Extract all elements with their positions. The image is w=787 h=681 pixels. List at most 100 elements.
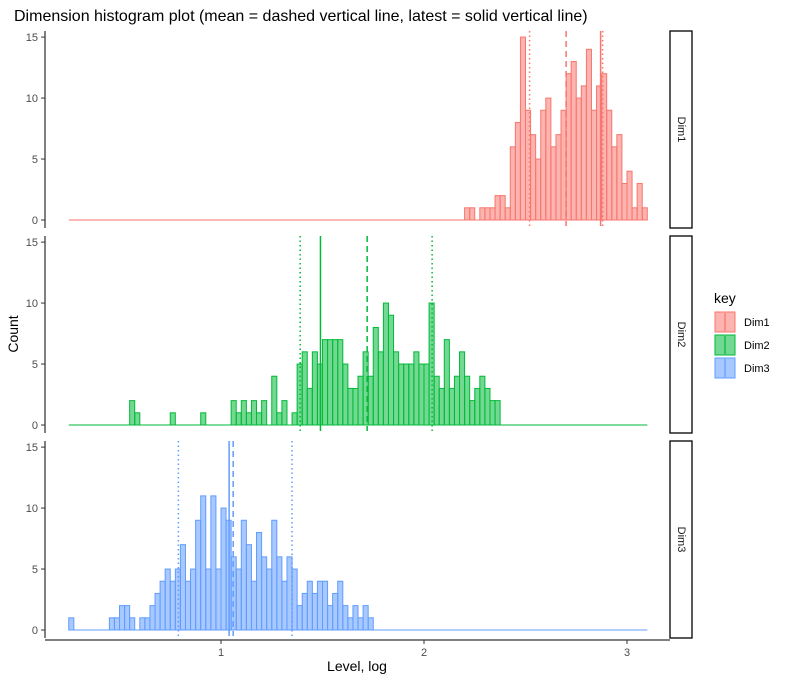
y-tick-label: 10 <box>26 298 38 310</box>
facet-strip-dim1 <box>669 30 693 229</box>
histogram-bar <box>565 73 572 221</box>
histogram-bar <box>504 207 511 221</box>
histogram-bar <box>184 580 192 631</box>
histogram-bar <box>205 568 212 631</box>
histogram-bar <box>387 314 395 426</box>
histogram-bar <box>322 339 329 426</box>
histogram-bar <box>606 109 613 221</box>
histogram-bar <box>134 412 141 426</box>
histogram-bar <box>514 121 521 221</box>
histogram-bar <box>433 375 440 426</box>
histogram-bar <box>611 146 618 221</box>
histogram-bar <box>271 519 278 631</box>
histogram-bar <box>403 363 410 426</box>
histogram-bar <box>590 109 598 221</box>
histogram-bar <box>200 495 207 631</box>
histogram-bar <box>372 326 379 426</box>
histogram-bar <box>438 387 445 426</box>
x-tick-label: 1 <box>218 647 224 659</box>
histogram-bar <box>149 605 156 631</box>
histogram-bar <box>113 617 121 631</box>
legend-label-dim1: Dim1 <box>744 317 770 329</box>
y-tick-label: 0 <box>32 420 38 432</box>
histogram-bar <box>428 302 435 426</box>
y-tick-label: 15 <box>26 32 38 44</box>
histogram-bar <box>164 568 171 631</box>
histogram-bar <box>291 412 298 426</box>
facet-panels: 0 5 10 15 Dim1 0 5 10 15 Dim2 0 5 10 15 Dim3 <box>26 30 693 639</box>
histogram-bar <box>545 97 552 221</box>
histogram-bar <box>235 412 242 426</box>
histogram-bar <box>240 519 247 631</box>
y-tick-label: 10 <box>26 93 38 105</box>
histogram-bar <box>469 400 476 426</box>
histogram-bar <box>479 375 486 426</box>
histogram-bar <box>621 182 628 221</box>
y-tick-label: 0 <box>32 625 38 637</box>
histogram-bar <box>570 60 577 221</box>
histogram-bar <box>560 109 567 221</box>
histogram-bar <box>393 351 400 426</box>
histogram-bar <box>250 400 258 426</box>
histogram-bar <box>215 568 222 631</box>
facet-strip-label: Dim1 <box>675 117 687 143</box>
facet-strip-dim3 <box>669 440 693 639</box>
histogram-bar <box>347 387 354 426</box>
histogram-bar <box>337 580 344 631</box>
histogram-bar <box>108 617 115 631</box>
histogram-bar <box>494 195 501 221</box>
y-tick-label: 5 <box>32 154 38 166</box>
chart-title: Dimension histogram plot (mean = dashed … <box>14 8 588 25</box>
histogram-bar <box>377 351 384 426</box>
histogram-bar <box>169 412 176 426</box>
histogram-bar <box>540 109 547 221</box>
histogram-bar <box>240 400 247 426</box>
histogram-bar <box>276 412 283 426</box>
histogram-bar <box>509 146 516 221</box>
panel-dim2: 0 5 10 15 Dim2 <box>26 235 693 434</box>
histogram-bar <box>357 617 364 631</box>
histogram-bar <box>469 207 476 221</box>
histogram-bar <box>301 351 308 426</box>
histogram-bar <box>479 207 486 221</box>
histogram-bar <box>489 400 496 426</box>
histogram-bar <box>575 97 582 221</box>
histogram-bar <box>306 580 313 631</box>
histogram-bar <box>332 592 339 631</box>
histogram-bar <box>195 519 202 631</box>
facet-strip-label: Dim3 <box>675 527 687 553</box>
histogram-bar <box>144 617 151 631</box>
histogram-bar <box>250 580 258 631</box>
y-tick-label: 5 <box>32 564 38 576</box>
histogram-bar <box>327 605 334 631</box>
panel-dim3: 0 5 10 15 Dim3 <box>26 440 693 639</box>
histogram-bar <box>332 339 339 426</box>
legend: key Dim1 Dim2 Dim3 <box>714 290 770 379</box>
histogram-bar <box>291 568 298 631</box>
histogram-bar <box>413 351 420 426</box>
histogram-bar <box>580 85 587 221</box>
histogram-bar <box>636 182 643 221</box>
histogram-bar <box>245 412 252 426</box>
histogram-bar <box>286 556 293 631</box>
histogram-bar <box>230 400 237 426</box>
histogram-bar <box>464 207 471 221</box>
histogram-bar <box>296 605 303 631</box>
histogram-bar <box>276 556 283 631</box>
histogram-bar <box>448 387 455 426</box>
histogram-bar <box>154 592 161 631</box>
histogram-bar <box>119 605 126 631</box>
histogram-bar <box>464 375 471 426</box>
histogram-bar <box>256 531 263 631</box>
histogram-bar <box>311 592 318 631</box>
histogram-bar <box>301 592 308 631</box>
x-tick-label: 3 <box>624 647 630 659</box>
histogram-bar <box>357 375 364 426</box>
x-axis-title: Level, log <box>327 658 387 674</box>
y-axis-title: Count <box>5 315 21 352</box>
histogram-bar <box>535 158 542 221</box>
histogram-bar <box>261 400 268 426</box>
histogram-bar <box>555 134 562 221</box>
histogram-bar <box>200 412 207 426</box>
